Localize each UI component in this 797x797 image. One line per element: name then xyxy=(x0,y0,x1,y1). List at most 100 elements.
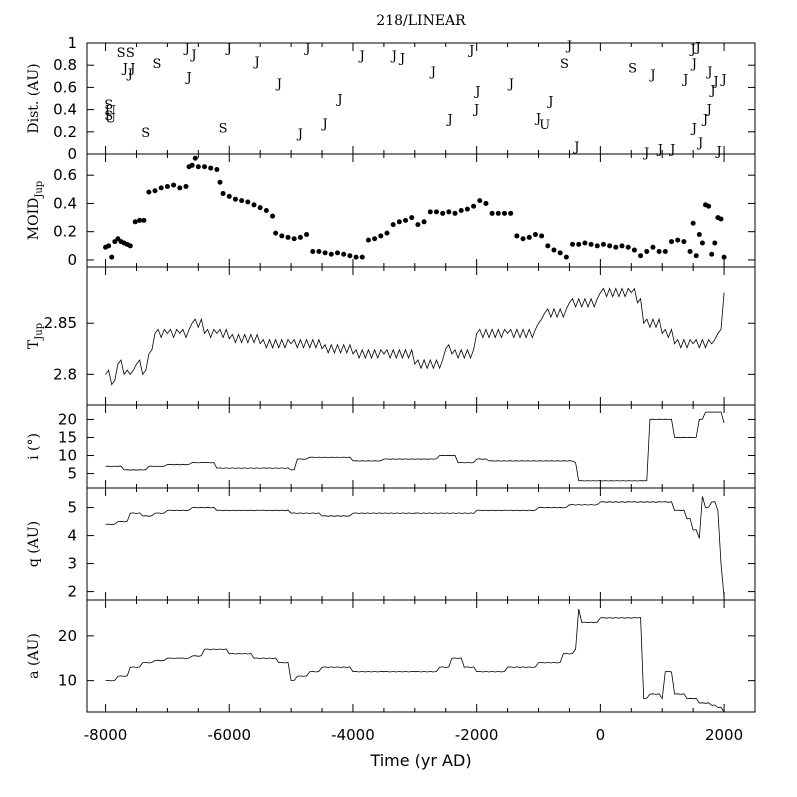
moid-point xyxy=(273,230,279,236)
encounter-marker: J xyxy=(689,43,696,58)
series-line xyxy=(105,287,725,386)
y-axis-label-subscript: Jup xyxy=(34,181,45,199)
moid-point xyxy=(341,251,347,257)
y-axis-label-subscript: Jup xyxy=(34,323,45,341)
moid-point xyxy=(132,219,138,225)
encounter-marker: S xyxy=(117,46,126,61)
encounter-marker: U xyxy=(105,111,116,126)
moid-point xyxy=(384,230,390,236)
moid-point xyxy=(257,205,263,211)
moid-point xyxy=(195,164,201,170)
chart-title: 218/LINEAR xyxy=(376,13,466,29)
moid-point xyxy=(158,185,164,191)
panel-2: 0 0.2 0.4 0.6 MOIDJup xyxy=(26,153,756,269)
x-tick-label: -4000 xyxy=(331,726,375,744)
moid-point xyxy=(245,199,251,205)
encounter-marker: J xyxy=(398,51,405,66)
encounter-marker: J xyxy=(358,49,365,64)
panel-frame xyxy=(86,266,756,406)
moid-point xyxy=(372,236,378,242)
moid-point xyxy=(427,209,433,215)
encounter-marker: S xyxy=(152,57,161,72)
moid-point xyxy=(520,236,526,242)
encounter-marker: S xyxy=(126,46,135,61)
y-tick-label: 20 xyxy=(58,410,77,428)
panel-5: 2 3 4 5 q (AU) xyxy=(26,487,756,601)
moid-point xyxy=(699,240,705,246)
series-line xyxy=(105,496,725,598)
y-tick-label: 5 xyxy=(67,465,77,483)
y-tick-label: 10 xyxy=(58,672,77,690)
moid-point xyxy=(545,243,551,249)
encounter-marker: U xyxy=(539,118,550,133)
encounter-marker: J xyxy=(711,75,718,90)
encounter-marker: J xyxy=(648,68,655,83)
moid-point xyxy=(675,237,681,243)
moid-point xyxy=(192,155,198,161)
moid-point xyxy=(177,185,183,191)
encounter-marker: J xyxy=(681,73,688,88)
moid-point xyxy=(619,243,625,249)
encounter-marker: J xyxy=(303,41,310,56)
encounter-marker: J xyxy=(335,93,342,108)
encounter-marker: J xyxy=(126,67,133,82)
moid-point xyxy=(650,244,656,250)
moid-point xyxy=(539,233,545,239)
moid-point xyxy=(359,254,365,260)
y-tick-label: 2.8 xyxy=(53,365,77,383)
x-tick-label: -2000 xyxy=(455,726,499,744)
moid-point xyxy=(328,251,334,257)
moid-point xyxy=(446,209,452,215)
moid-point xyxy=(220,191,226,197)
moid-point xyxy=(137,217,143,223)
moid-point xyxy=(483,200,489,206)
moid-point xyxy=(279,233,285,239)
moid-point xyxy=(217,179,223,185)
y-tick-label: 15 xyxy=(58,428,77,446)
moid-point xyxy=(557,250,563,256)
moid-point xyxy=(706,203,712,209)
y-tick-label: 5 xyxy=(67,499,77,517)
series-line xyxy=(105,608,725,713)
encounter-marker: S xyxy=(219,121,228,136)
moid-point xyxy=(347,253,353,259)
moid-point xyxy=(316,248,322,254)
moid-point xyxy=(189,162,195,168)
moid-point xyxy=(570,241,576,247)
moid-point xyxy=(409,215,415,221)
encounter-marker: J xyxy=(189,48,196,63)
encounter-marker: J xyxy=(183,41,190,56)
y-axis-label: a (AU) xyxy=(26,633,42,679)
moid-point xyxy=(471,203,477,209)
y-axis-label: i (°) xyxy=(26,433,42,460)
moid-point xyxy=(421,219,427,225)
encounter-marker: J xyxy=(705,102,712,117)
moid-point xyxy=(607,243,613,249)
moid-point xyxy=(712,240,718,246)
encounter-marker: J xyxy=(275,77,282,92)
moid-point xyxy=(270,213,276,219)
x-tick-label: 0 xyxy=(596,726,606,744)
moid-point xyxy=(109,254,115,260)
encounter-marker: J xyxy=(467,44,474,59)
moid-point xyxy=(644,248,650,254)
moid-point xyxy=(489,210,495,216)
moid-point xyxy=(263,208,269,213)
panel-6: 10 20 a (AU) xyxy=(26,599,756,713)
panel-frame xyxy=(86,487,756,601)
moid-point xyxy=(508,210,514,216)
moid-point xyxy=(232,196,238,202)
moid-point xyxy=(718,216,724,222)
moid-point xyxy=(638,253,644,259)
encounter-marker: J xyxy=(656,142,663,157)
moid-point xyxy=(403,217,409,223)
encounter-marker: J xyxy=(565,39,572,54)
y-tick-label: 2 xyxy=(67,583,77,601)
moid-point xyxy=(532,232,538,238)
encounter-marker: J xyxy=(445,112,452,127)
panel-frame xyxy=(86,599,756,713)
